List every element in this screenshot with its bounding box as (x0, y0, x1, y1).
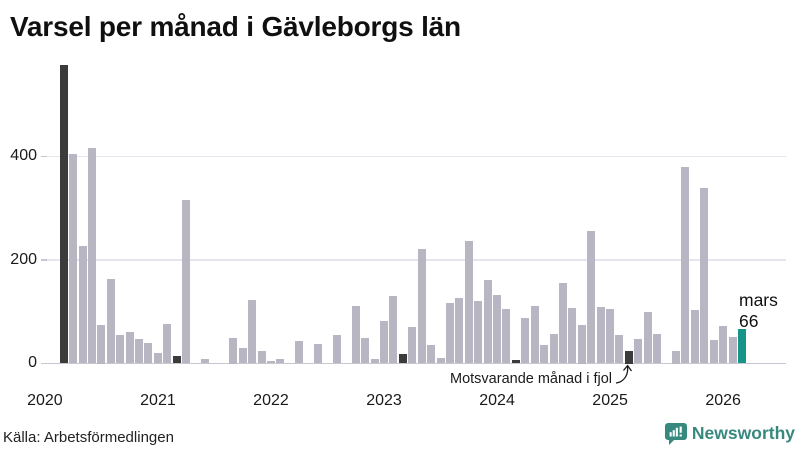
brand-name: Newsworthy (691, 423, 795, 443)
bar-2025-04 (634, 338, 643, 364)
bar-2021-11 (248, 299, 257, 364)
bar-2020-03 (59, 64, 68, 364)
bar-2026-01 (719, 326, 728, 364)
bar-2023-04 (408, 327, 417, 364)
annotation-text: Motsvarande månad i fjol (450, 371, 612, 387)
gridline-200 (47, 259, 786, 261)
bar-2023-01 (379, 320, 388, 364)
bar-2022-08 (332, 335, 341, 364)
bar-2021-03 (172, 356, 181, 364)
bar-2020-11 (135, 338, 144, 364)
bar-2025-03 (624, 350, 633, 364)
bar-2026-03 (737, 329, 746, 364)
bar-2021-02 (163, 323, 172, 364)
bar-2025-09 (681, 166, 690, 364)
bar-2020-07 (97, 324, 106, 364)
highlight-month: mars (739, 290, 778, 310)
bar-2024-01 (493, 295, 502, 364)
bar-2021-04 (182, 200, 191, 364)
bar-2023-02 (389, 296, 398, 364)
x-tick-label-2022: 2022 (253, 392, 289, 409)
bar-2022-06 (314, 343, 323, 364)
bar-2021-06 (201, 359, 209, 364)
bar-2022-04 (295, 341, 304, 364)
x-tick-label-2021: 2021 (140, 392, 176, 409)
y-tick-label-0: 0 (28, 354, 37, 371)
bar-2023-09 (455, 297, 464, 364)
bar-2020-05 (78, 245, 87, 364)
chart-title: Varsel per månad i Gävleborgs län (10, 11, 461, 42)
x-tick-label-2020: 2020 (27, 392, 63, 409)
bar-2020-09 (116, 335, 125, 364)
bar-2024-04 (521, 317, 530, 364)
bar-2025-06 (653, 334, 662, 364)
bar-2023-11 (474, 301, 483, 364)
bar-2025-11 (700, 187, 709, 364)
bar-2024-09 (568, 308, 577, 364)
bar-2025-02 (615, 335, 624, 364)
x-tick-label-2025: 2025 (592, 392, 628, 409)
bar-2023-03 (398, 353, 407, 364)
bar-chart-plot: 0 200 400 2020 2021 2022 2023 2024 2025 2026 (10, 64, 786, 409)
y-tick-label-400: 400 (10, 147, 37, 164)
bar-2020-10 (125, 332, 134, 364)
y-tick-mark-200 (41, 259, 47, 261)
bar-2025-12 (709, 340, 718, 364)
bar-2024-08 (558, 283, 567, 364)
bar-2023-10 (464, 241, 473, 364)
bar-2023-08 (445, 302, 454, 364)
bar-2020-06 (87, 147, 96, 364)
y-tick-mark-400 (41, 155, 47, 158)
bar-2022-10 (351, 306, 360, 364)
bar-2020-08 (106, 278, 115, 364)
bar-2023-12 (483, 280, 492, 364)
bar-2024-11 (587, 231, 596, 364)
x-tick-label-2024: 2024 (479, 392, 515, 409)
bar-2025-05 (643, 312, 652, 364)
bar-2022-01 (266, 360, 275, 364)
newsworthy-chart-bubble-icon (664, 423, 687, 445)
x-tick-label-2026: 2026 (705, 392, 741, 409)
bar-2025-08 (672, 350, 680, 364)
bar-2024-06 (540, 345, 549, 364)
bar-2020-04 (69, 153, 78, 364)
bar-2025-01 (606, 308, 615, 364)
x-tick-label-2023: 2023 (366, 392, 402, 409)
bar-2020-12 (144, 343, 153, 364)
highlight-value: 66 (739, 310, 759, 331)
source-caption: Källa: Arbetsförmedlingen (3, 429, 174, 446)
bar-2025-10 (690, 310, 699, 364)
bar-2021-09 (229, 337, 238, 364)
bar-2024-03 (511, 360, 520, 364)
bar-2022-11 (361, 338, 370, 364)
bar-2024-07 (549, 334, 558, 364)
bar-2024-10 (577, 324, 586, 364)
bar-2023-06 (427, 345, 436, 364)
bar-2021-12 (257, 351, 266, 364)
bar-2022-02 (276, 359, 285, 364)
brand-logo: Newsworthy (664, 422, 795, 445)
gridline-0 (47, 362, 786, 365)
bar-2021-10 (238, 348, 247, 364)
highlight-value-label: mars 66 (739, 290, 778, 331)
bar-2026-02 (728, 337, 737, 364)
y-tick-label-200: 200 (10, 250, 37, 268)
bar-2023-07 (436, 358, 445, 364)
bar-2023-05 (417, 248, 426, 364)
gridline-400 (47, 155, 786, 158)
y-tick-mark-0 (41, 362, 47, 365)
annotation-arrow-icon (615, 364, 633, 384)
bar-2024-12 (596, 306, 605, 364)
bar-2024-05 (530, 306, 539, 364)
bar-2024-02 (502, 309, 511, 364)
bar-2021-01 (153, 353, 162, 364)
bar-2022-12 (370, 359, 379, 364)
